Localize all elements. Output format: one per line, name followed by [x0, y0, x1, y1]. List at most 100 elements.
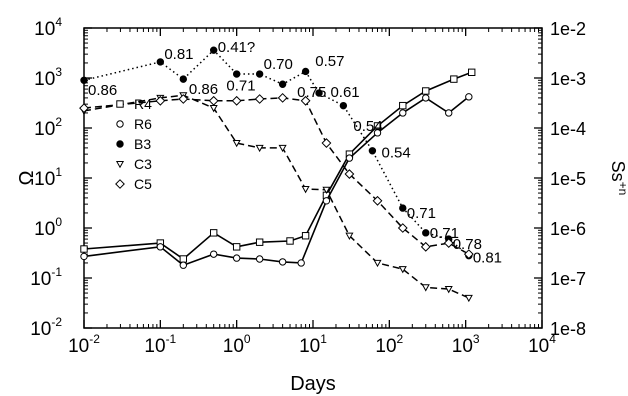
y-axis-label-right: Ss+n — [608, 161, 628, 196]
x-tick-label-exp: 4 — [549, 332, 556, 346]
data-point — [444, 286, 453, 294]
data-point — [322, 186, 331, 195]
data-point — [179, 75, 188, 83]
y-right-tick-label: 1e-4 — [550, 119, 586, 139]
series-line — [83, 49, 470, 257]
data-point — [468, 68, 476, 77]
x-tick-label-exp: -1 — [166, 332, 177, 346]
annotation-label: 0.54 — [382, 145, 411, 162]
data-point — [373, 259, 382, 268]
y-left-tick-label-base: 10 — [34, 69, 55, 90]
data-point — [116, 120, 124, 128]
series-c5 — [79, 92, 474, 260]
x-tick-label: 10-2 — [68, 332, 100, 357]
data-point — [297, 259, 305, 267]
x-tick-label-base: 10 — [223, 336, 244, 357]
x-tick-label: 103 — [452, 332, 480, 357]
data-point — [231, 95, 242, 106]
data-point — [450, 75, 458, 83]
annotation-label: 0.57 — [315, 53, 344, 70]
y-right-tick-label: 1e-2 — [550, 19, 586, 39]
data-point — [80, 252, 88, 261]
data-point — [420, 241, 431, 252]
x-tick-label: 101 — [299, 332, 327, 357]
x-tick-label-base: 10 — [452, 336, 473, 357]
data-point — [422, 87, 430, 95]
y-axis-label-right-base: Ss — [608, 161, 628, 182]
series-layer — [79, 46, 476, 303]
annotation-layer: 0.86 0.81 0.41? 0.86 0.71 0.70 0.57 0.75 0.61 0.5… — [88, 39, 502, 266]
data-point — [339, 101, 348, 110]
data-point — [286, 237, 294, 245]
data-point — [368, 147, 377, 155]
annotation-label: 0.70 — [264, 56, 293, 73]
data-point — [278, 144, 287, 153]
legend-label: R4 — [134, 96, 152, 112]
data-point — [116, 140, 124, 148]
data-point — [373, 129, 382, 137]
y-left-tick-label-exp: 3 — [55, 65, 62, 79]
annotation-label: 0.71 — [407, 205, 436, 222]
annotation-label: 0.61 — [330, 84, 359, 101]
x-tick-label-base: 10 — [68, 336, 89, 357]
data-point — [345, 154, 354, 162]
y-left-tick-label-base: 10 — [30, 269, 51, 290]
data-point — [421, 284, 430, 292]
x-tick-label-base: 10 — [375, 336, 396, 357]
y-axis-label-right-sup: +n — [616, 182, 628, 196]
y-right-tick-label: 1e-6 — [550, 219, 586, 239]
y-left-tick-label-exp: 1 — [55, 165, 62, 179]
annotation-label: 0.71 — [226, 78, 255, 95]
data-point — [255, 255, 264, 263]
y-axis-label-left: Ω — [16, 170, 38, 185]
annotation-label: 0.41? — [218, 39, 256, 56]
legend-label: B3 — [134, 136, 151, 152]
data-point — [179, 261, 188, 269]
x-tick-label: 104 — [528, 332, 556, 357]
y-left-tick-label-base: 10 — [34, 219, 55, 240]
y-left-tick-label-base: 10 — [34, 119, 55, 140]
data-point — [399, 109, 407, 117]
data-point — [422, 94, 430, 102]
data-point — [156, 243, 165, 251]
y-left-tick-label: 10-2 — [30, 315, 62, 340]
annotation-label: 0.86 — [189, 81, 218, 98]
data-point — [344, 169, 355, 179]
data-point — [115, 179, 125, 189]
data-point — [116, 100, 124, 108]
x-tick-label: 10-1 — [144, 332, 176, 357]
x-tick-label-exp: 3 — [473, 332, 480, 346]
data-point — [278, 80, 287, 88]
data-point — [322, 197, 331, 205]
data-point — [232, 254, 241, 262]
data-point — [463, 249, 474, 260]
data-point — [301, 67, 310, 76]
legend-label: R6 — [134, 116, 152, 132]
data-point — [315, 89, 323, 97]
data-point — [399, 204, 407, 212]
series-r6 — [80, 93, 473, 269]
x-tick-label-exp: 2 — [397, 332, 404, 346]
x-axis-label: Days — [290, 373, 336, 395]
data-point — [443, 238, 454, 248]
data-point — [321, 138, 332, 148]
ticks-layer: 10-2 10-1 100 101 102 103 10410-210-1100101102… — [30, 15, 586, 357]
annotation-label: 0.81 — [164, 46, 193, 63]
data-point — [465, 93, 473, 101]
data-point — [209, 46, 218, 54]
data-point — [278, 258, 287, 266]
y-left-tick-label: 103 — [34, 65, 62, 90]
data-point — [232, 70, 241, 78]
y-left-tick-label-exp: -1 — [51, 265, 62, 279]
y-right-tick-label: 1e-8 — [550, 319, 586, 339]
x-tick-label-exp: -2 — [89, 332, 100, 346]
annotation-label: 0.54 — [353, 118, 382, 135]
data-point — [209, 250, 218, 258]
data-point — [255, 238, 264, 246]
data-point — [155, 95, 166, 106]
data-point — [255, 70, 264, 78]
data-point — [80, 76, 88, 84]
annotation-label: 0.71 — [430, 225, 459, 242]
data-point — [178, 94, 189, 104]
y-left-tick-label-base: 10 — [34, 19, 55, 40]
